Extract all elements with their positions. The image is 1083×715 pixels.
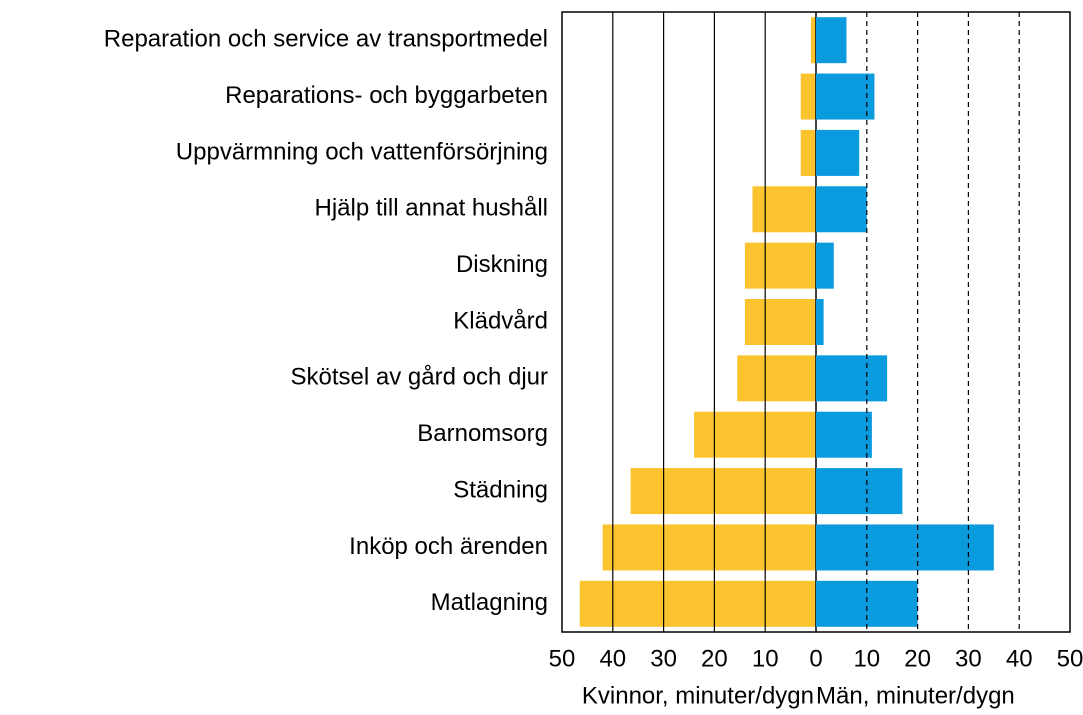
bar — [816, 468, 903, 515]
y-tick-label: Barnomsorg — [417, 420, 548, 447]
y-tick-label: Reparation och service av transportmedel — [104, 26, 548, 53]
x-tick-label: 40 — [599, 645, 626, 672]
plot-frame — [561, 11, 1071, 633]
y-tick-label: Inköp och ärenden — [349, 533, 548, 560]
bar — [752, 186, 816, 233]
x-tick-label: 10 — [853, 645, 880, 672]
y-tick-label: Hjälp till annat hushåll — [315, 195, 548, 222]
x-tick-label: 10 — [752, 645, 779, 672]
x-tick-label: 50 — [549, 645, 576, 672]
x-axis-label: Män, minuter/dygn — [816, 682, 1015, 709]
bar — [744, 242, 816, 289]
x-tick-label: 40 — [1006, 645, 1033, 672]
bar — [800, 73, 816, 120]
bar — [816, 411, 872, 458]
bar — [694, 411, 816, 458]
bar — [816, 129, 860, 176]
x-tick-label: 50 — [1057, 645, 1083, 672]
bar — [810, 17, 816, 64]
bar — [816, 17, 847, 64]
bar — [816, 524, 994, 571]
y-tick-label: Klädvård — [453, 307, 548, 334]
x-tick-label: 30 — [650, 645, 677, 672]
bar — [630, 468, 816, 515]
y-tick-label: Skötsel av gård och djur — [291, 364, 548, 391]
y-tick-label: Städning — [453, 476, 548, 503]
y-tick-label: Reparations- och byggarbeten — [225, 82, 548, 109]
x-axis-label: Kvinnor, minuter/dygn — [582, 682, 814, 709]
x-tick-label: 30 — [955, 645, 982, 672]
bar — [579, 580, 816, 627]
x-tick-label: 0 — [809, 645, 822, 672]
x-tick-label: 20 — [904, 645, 931, 672]
bar — [816, 355, 888, 402]
y-tick-label: Diskning — [456, 251, 548, 278]
bar — [737, 355, 816, 402]
bar — [816, 299, 824, 345]
bar — [602, 524, 816, 571]
bar — [816, 242, 834, 289]
y-tick-label: Uppvärmning och vattenförsörjning — [176, 138, 548, 165]
bar — [744, 299, 816, 345]
bar — [800, 129, 816, 176]
x-tick-label: 20 — [701, 645, 728, 672]
bar — [816, 186, 867, 233]
bar — [816, 73, 875, 120]
y-tick-label: Matlagning — [431, 589, 548, 616]
